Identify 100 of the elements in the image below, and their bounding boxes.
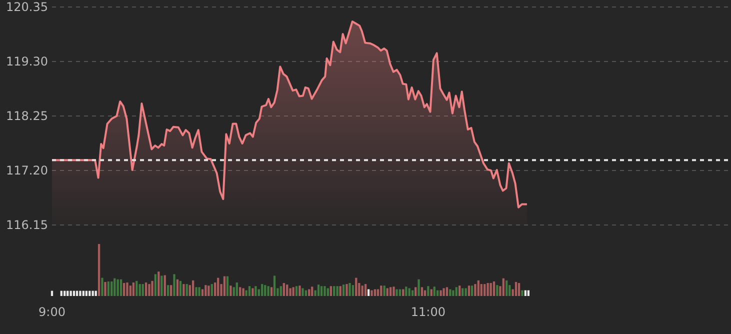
bar [405, 286, 408, 296]
bar [201, 289, 204, 296]
bar [298, 286, 301, 296]
bar [116, 279, 119, 296]
bar [245, 290, 248, 296]
bar [280, 286, 282, 296]
bar [398, 289, 402, 296]
bar [132, 282, 135, 296]
bar [506, 280, 508, 296]
bar [374, 289, 376, 296]
bar [412, 290, 414, 296]
bar [342, 284, 345, 296]
bar [514, 282, 518, 296]
bar [208, 286, 210, 296]
bar [468, 286, 470, 296]
bar [440, 290, 442, 296]
bar [179, 280, 182, 296]
bar [264, 285, 266, 296]
bar [88, 290, 91, 296]
bar [166, 285, 170, 296]
bar [474, 284, 476, 296]
bar [521, 290, 524, 296]
bar [446, 287, 448, 296]
bar [346, 284, 348, 296]
bar [524, 290, 526, 296]
bar [182, 284, 185, 296]
bar [367, 289, 370, 296]
x-tick-label: 11:00 [410, 305, 446, 319]
bar [223, 276, 226, 296]
bar [214, 282, 216, 296]
bar [480, 284, 482, 296]
bar [320, 286, 323, 296]
bar [72, 290, 76, 296]
bar [252, 288, 254, 296]
bar [126, 282, 128, 296]
bar [330, 286, 332, 296]
bar [64, 290, 66, 296]
bar [170, 285, 172, 296]
bar [270, 287, 273, 296]
bar [455, 287, 458, 296]
bar [302, 288, 304, 296]
y-tick-label: 118.25 [6, 109, 48, 124]
bar [94, 290, 97, 296]
bar [418, 279, 420, 296]
bar [142, 284, 144, 296]
bar [492, 281, 496, 296]
bar [464, 288, 467, 296]
bar [383, 286, 386, 296]
bar [396, 289, 398, 296]
bar [70, 290, 72, 296]
bar [267, 286, 270, 296]
bar [336, 286, 338, 296]
bar [490, 283, 492, 296]
bar [192, 280, 194, 296]
bar [114, 278, 116, 296]
bar [273, 276, 276, 296]
bar [462, 288, 464, 296]
bar [107, 281, 110, 296]
bar [361, 286, 364, 296]
bar [496, 285, 498, 296]
bar [408, 288, 410, 296]
bar [386, 288, 388, 296]
bar [138, 284, 141, 296]
bar [286, 284, 288, 296]
bar [110, 281, 113, 296]
bar [380, 286, 382, 296]
bar [50, 290, 54, 296]
bar [129, 286, 132, 296]
bar [486, 283, 489, 296]
bar [239, 287, 242, 296]
bar [148, 284, 150, 296]
bar [210, 284, 213, 296]
bar [333, 286, 336, 296]
bar [295, 286, 298, 296]
bar [442, 288, 445, 296]
bar [308, 289, 310, 296]
bar [254, 286, 257, 296]
bar [518, 283, 520, 296]
bar [420, 287, 424, 296]
bar [120, 279, 122, 296]
bar [389, 287, 392, 296]
bar [195, 287, 198, 296]
bar [304, 290, 307, 296]
bar [502, 278, 504, 296]
bar [164, 275, 166, 296]
bar [402, 289, 404, 296]
bar [355, 278, 358, 296]
bar [484, 284, 486, 296]
bar [204, 285, 207, 296]
bar [436, 290, 439, 296]
bar [101, 278, 104, 296]
bar [376, 289, 380, 296]
bar [326, 288, 329, 296]
x-tick-label: 9:00 [38, 305, 66, 319]
bar [226, 276, 229, 296]
bar [248, 286, 251, 296]
bar [122, 283, 126, 296]
bar [392, 286, 395, 296]
bar [160, 276, 163, 296]
bar [217, 278, 220, 296]
